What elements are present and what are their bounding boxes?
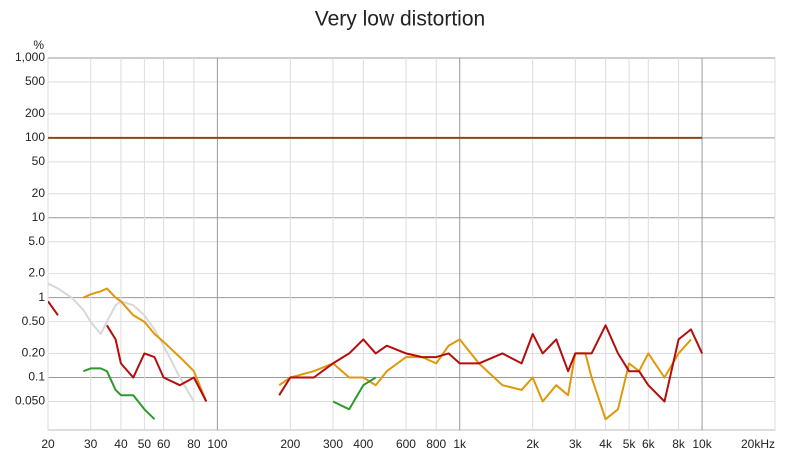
x-tick-label: 80 <box>187 437 201 451</box>
y-tick-label: 2.0 <box>28 266 45 280</box>
x-tick-label: 100 <box>207 437 227 451</box>
y-tick-label: 1 <box>38 290 45 304</box>
y-axis-label: % <box>33 38 44 52</box>
x-tick-label: 5k <box>623 437 637 451</box>
x-tick-label: 30 <box>84 437 98 451</box>
y-tick-label: 50 <box>32 154 46 168</box>
x-tick-label: 1k <box>453 437 467 451</box>
chart-title: Very low distortion <box>315 8 485 31</box>
y-tick-label: 0.050 <box>15 394 45 408</box>
y-tick-label: 1,000 <box>15 50 45 64</box>
x-tick-label: 8k <box>672 437 686 451</box>
x-tick-label: 60 <box>157 437 171 451</box>
x-tick-label: 300 <box>323 437 343 451</box>
x-tick-label: 200 <box>280 437 300 451</box>
x-tick-label: 600 <box>396 437 416 451</box>
series-line <box>48 300 704 403</box>
x-tick-label: 50 <box>138 437 152 451</box>
x-tick-label: 3k <box>569 437 583 451</box>
y-tick-label: 0.50 <box>22 314 46 328</box>
y-tick-label: 5.0 <box>28 234 45 248</box>
y-tick-label: 0.1 <box>28 370 45 384</box>
x-tick-label: 6k <box>642 437 656 451</box>
y-tick-label: 10 <box>32 210 46 224</box>
x-tick-label: 20 <box>41 437 55 451</box>
y-tick-label: 20 <box>32 186 46 200</box>
plot <box>48 136 704 421</box>
y-tick-label: 0.20 <box>22 346 46 360</box>
series-line <box>82 287 692 421</box>
x-tick-label: 2k <box>526 437 540 451</box>
y-tick-label: 100 <box>25 130 45 144</box>
y-tick-label: 200 <box>25 106 45 120</box>
y-tick-label: 500 <box>25 74 45 88</box>
x-tick-label: 10k <box>692 437 712 451</box>
x-tick-label: 4k <box>599 437 613 451</box>
x-tick-label: 400 <box>353 437 373 451</box>
x-tick-label: 800 <box>426 437 446 451</box>
series-line <box>83 367 377 420</box>
x-tick-label: 40 <box>114 437 128 451</box>
x-tick-label: 20kHz <box>741 437 775 451</box>
